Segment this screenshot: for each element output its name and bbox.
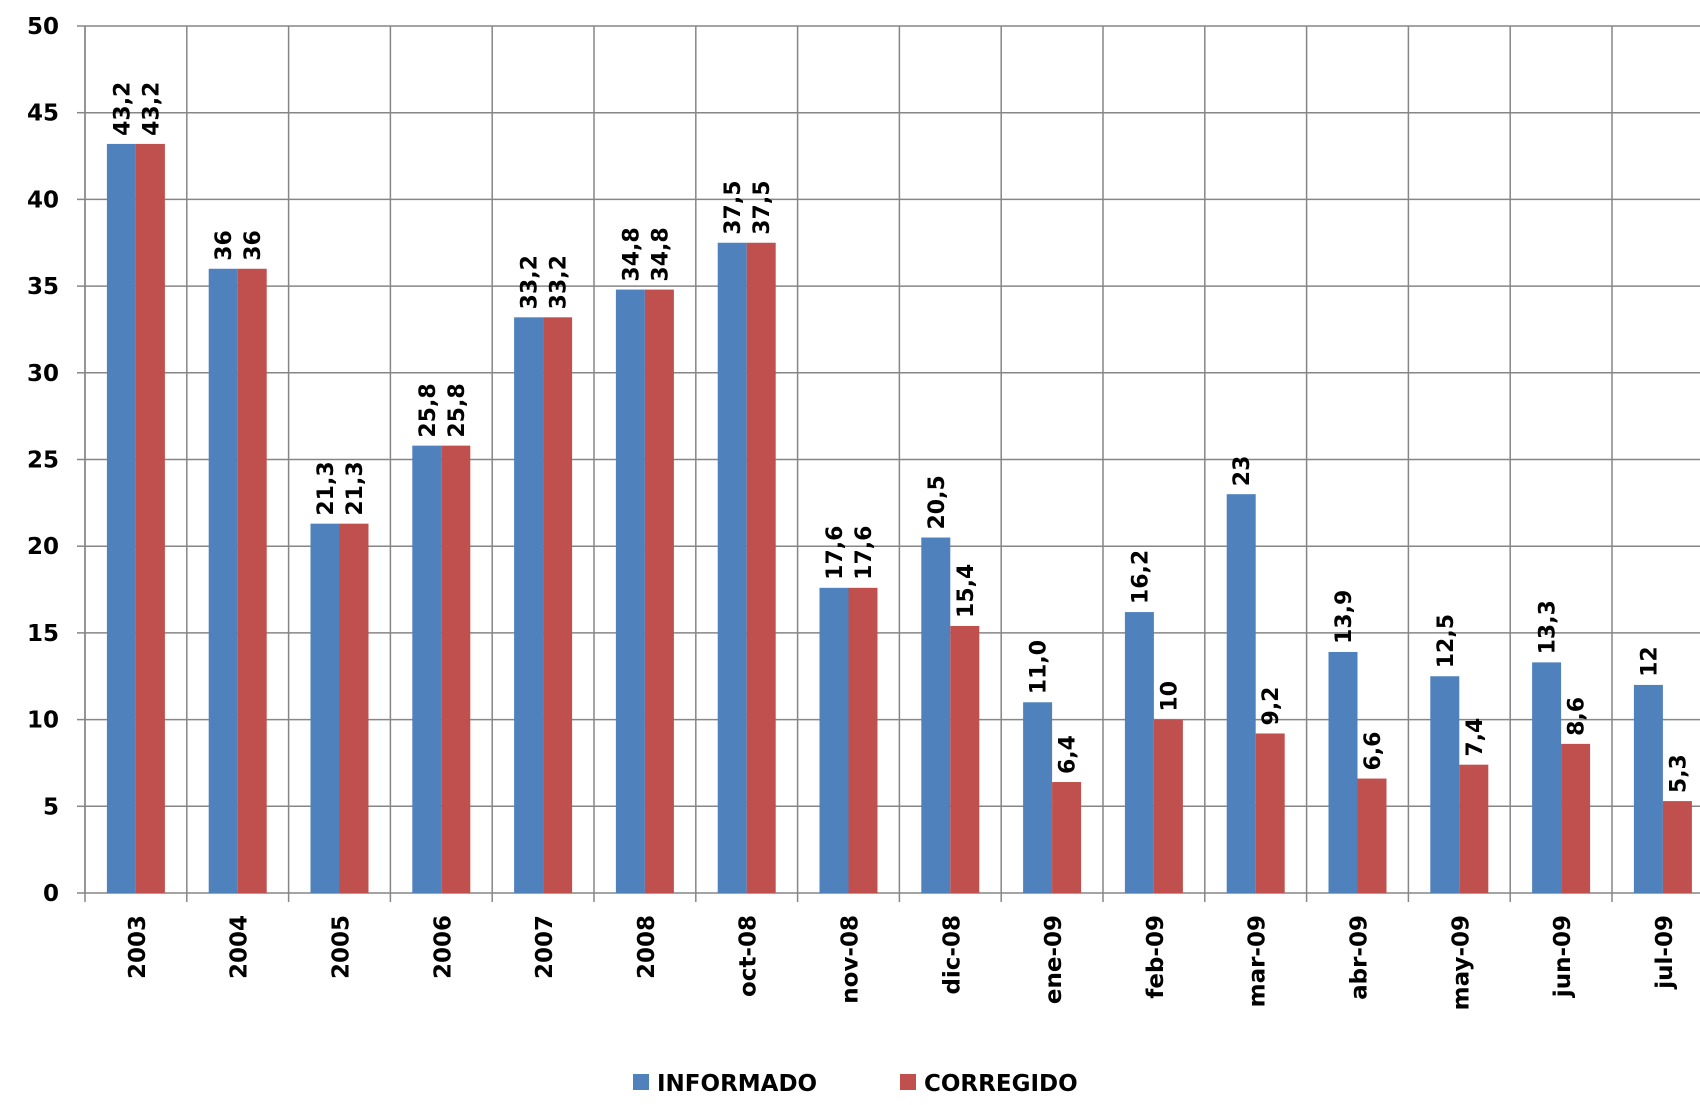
- x-tick-label: dic-08: [939, 915, 965, 995]
- y-tick-label: 0: [43, 881, 59, 907]
- value-label: 7,4: [1463, 718, 1488, 757]
- y-tick-label: 15: [27, 621, 59, 647]
- value-label: 9,2: [1259, 686, 1284, 725]
- x-tick-label: 2005: [329, 915, 355, 979]
- value-label: 17,6: [852, 526, 877, 580]
- value-label: 13,9: [1332, 590, 1357, 644]
- x-tick-label: nov-08: [838, 915, 864, 1004]
- x-tick-label: feb-09: [1143, 915, 1169, 999]
- bar: [1633, 684, 1663, 893]
- value-label: 33,2: [547, 255, 572, 309]
- x-tick-label: oct-08: [736, 915, 762, 997]
- bar: [106, 143, 136, 894]
- bar: [339, 523, 369, 893]
- x-tick-label: 2004: [227, 915, 253, 979]
- legend-swatch: [633, 1074, 649, 1090]
- value-label: 15,4: [954, 564, 979, 618]
- bar: [1532, 662, 1562, 893]
- bar: [746, 242, 776, 893]
- value-label: 5,3: [1666, 754, 1691, 793]
- legend-swatch: [900, 1074, 916, 1090]
- bar: [1459, 764, 1489, 893]
- bar: [1328, 651, 1358, 893]
- bar: [1357, 778, 1387, 893]
- bar: [1153, 719, 1183, 893]
- value-label: 6,4: [1056, 735, 1081, 774]
- x-tick-label: 2008: [634, 915, 660, 979]
- x-tick-label: may-09: [1448, 915, 1474, 1010]
- bar: [1255, 733, 1285, 893]
- value-label: 11,0: [1027, 640, 1052, 694]
- x-tick-label: 2006: [430, 915, 456, 979]
- value-label: 10: [1157, 681, 1182, 712]
- bar: [819, 587, 849, 893]
- x-tick-label: jul-09: [1652, 915, 1678, 990]
- value-label: 17,6: [823, 526, 848, 580]
- bar: [848, 587, 878, 893]
- bar: [135, 143, 165, 894]
- value-label: 20,5: [925, 475, 950, 529]
- value-label: 13,3: [1536, 600, 1561, 654]
- value-label: 23: [1230, 456, 1255, 487]
- bar: [1561, 743, 1591, 893]
- bar: [1023, 702, 1053, 893]
- x-tick-label: ene-09: [1041, 915, 1067, 1004]
- value-label: 6,6: [1361, 732, 1386, 771]
- value-label: 37,5: [750, 180, 775, 234]
- value-label: 43,2: [139, 82, 164, 136]
- bar: [1124, 612, 1154, 893]
- value-label: 25,8: [445, 383, 470, 437]
- value-label: 21,3: [343, 461, 368, 515]
- bar: [1226, 494, 1256, 893]
- legend-label: INFORMADO: [657, 1071, 817, 1097]
- bar: [921, 537, 951, 893]
- value-label: 12: [1637, 646, 1662, 677]
- value-label: 12,5: [1434, 614, 1459, 668]
- value-label: 36: [241, 230, 266, 261]
- value-label: 8,6: [1565, 697, 1590, 736]
- y-tick-label: 25: [27, 448, 59, 474]
- value-label: 34,8: [619, 227, 644, 281]
- bar: [1430, 676, 1460, 893]
- y-tick-label: 5: [43, 794, 59, 820]
- value-label: 21,3: [314, 461, 339, 515]
- y-tick-label: 20: [27, 534, 59, 560]
- bar: [1052, 782, 1082, 893]
- value-label: 33,2: [518, 255, 543, 309]
- y-tick-label: 45: [27, 101, 59, 127]
- legend-label: CORREGIDO: [924, 1071, 1078, 1097]
- x-tick-label: mar-09: [1245, 915, 1271, 1007]
- y-tick-label: 10: [27, 708, 59, 734]
- bar: [412, 445, 442, 893]
- value-label: 37,5: [721, 180, 746, 234]
- bar: [615, 289, 645, 893]
- y-tick-label: 30: [27, 361, 59, 387]
- y-tick-label: 40: [27, 187, 59, 213]
- value-label: 25,8: [416, 383, 441, 437]
- bar: [237, 268, 267, 893]
- value-label: 34,8: [648, 227, 673, 281]
- x-tick-label: jun-09: [1550, 915, 1576, 998]
- y-tick-label: 35: [27, 274, 59, 300]
- y-tick-label: 50: [27, 14, 59, 40]
- bar: [514, 317, 544, 893]
- value-label: 36: [212, 230, 237, 261]
- x-tick-label: 2003: [125, 915, 151, 979]
- value-label: 43,2: [110, 82, 135, 136]
- bar: [644, 289, 674, 893]
- value-label: 16,2: [1128, 550, 1153, 604]
- bar: [1662, 801, 1692, 893]
- bar: [950, 625, 980, 893]
- x-tick-label: 2007: [532, 915, 558, 979]
- bar: [208, 268, 238, 893]
- x-tick-label: abr-09: [1347, 915, 1373, 1000]
- bar: [543, 317, 573, 893]
- bar: [717, 242, 747, 893]
- bar: [441, 445, 471, 893]
- bar: [310, 523, 340, 893]
